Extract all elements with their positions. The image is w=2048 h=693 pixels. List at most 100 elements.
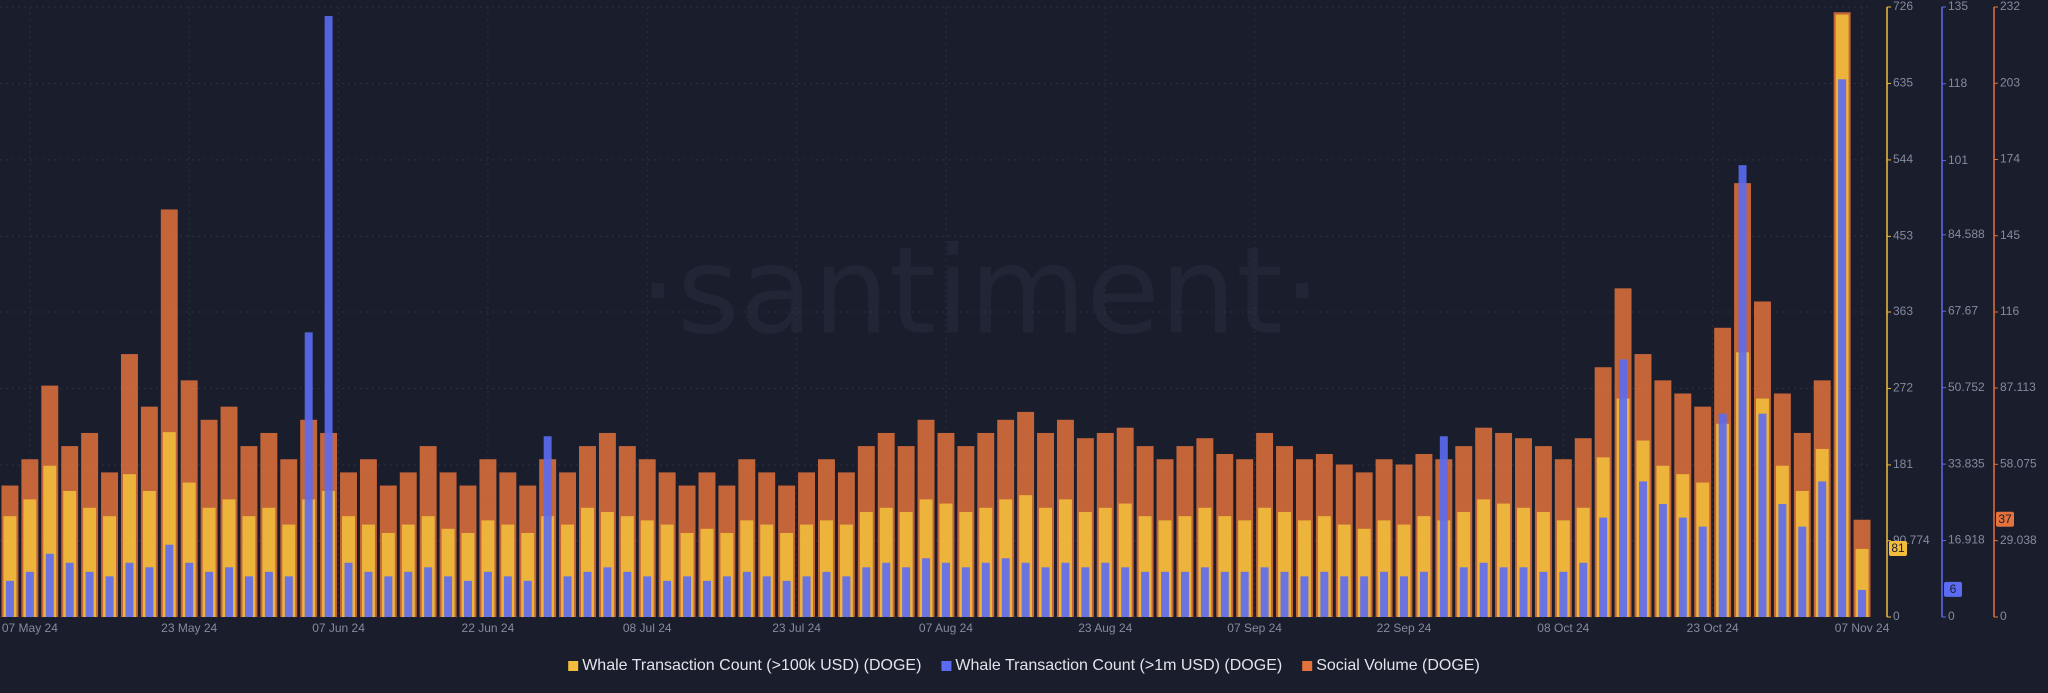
- bar: [1121, 567, 1130, 617]
- x-tick-label: 23 May 24: [161, 621, 217, 635]
- y-tick-label: 87.113: [2000, 380, 2036, 394]
- x-tick-label: 07 Nov 24: [1835, 621, 1890, 635]
- bar: [205, 571, 214, 617]
- y-tick-label: 232: [2000, 0, 2020, 13]
- x-tick-label: 07 Aug 24: [919, 621, 973, 635]
- bar: [1101, 562, 1110, 617]
- bar: [225, 567, 234, 617]
- y-tick-label: 0: [1893, 609, 1900, 623]
- x-tick-label: 22 Jun 24: [462, 621, 515, 635]
- x-tick-label: 07 Sep 24: [1227, 621, 1282, 635]
- bar: [404, 571, 413, 617]
- bar: [1061, 562, 1070, 617]
- bar: [1180, 571, 1189, 617]
- bar: [185, 562, 194, 617]
- bar: [284, 576, 293, 617]
- bar: [1280, 571, 1289, 617]
- y-tick-label: 116: [2000, 304, 2019, 318]
- legend-swatch: [941, 661, 952, 671]
- y-tick-label: 29.038: [2000, 533, 2037, 547]
- bar: [1041, 567, 1050, 617]
- bar: [384, 576, 393, 617]
- bar: [1619, 359, 1628, 617]
- bar: [1838, 79, 1847, 618]
- legend-swatch: [568, 661, 579, 671]
- y-tick-label: 84.588: [1948, 227, 1985, 241]
- y-tick-label: 453: [1893, 229, 1913, 243]
- y-tick-label: 363: [1893, 304, 1913, 318]
- x-tick-label: 23 Jul 24: [772, 621, 821, 635]
- bar: [1479, 562, 1488, 617]
- bar: [244, 576, 253, 617]
- bar: [344, 562, 353, 617]
- bar: [5, 580, 14, 617]
- bar: [1798, 526, 1807, 617]
- bar: [1459, 567, 1468, 617]
- legend-label: Whale Transaction Count (>1m USD) (DOGE): [955, 657, 1282, 674]
- bar: [1718, 413, 1727, 617]
- bar: [902, 567, 911, 617]
- bar: [1220, 571, 1229, 617]
- y-tick-label: 203: [2000, 75, 2020, 89]
- bar: [981, 562, 990, 617]
- bar: [1658, 504, 1667, 617]
- bar: [1200, 567, 1209, 617]
- bar: [1579, 562, 1588, 617]
- x-tick-label: 23 Aug 24: [1078, 621, 1132, 635]
- y-tick-label: 67.67: [1948, 303, 1978, 317]
- y-tick-label: 118: [1948, 76, 1967, 90]
- bar: [1698, 526, 1707, 617]
- bar: [742, 571, 751, 617]
- bar: [464, 580, 472, 617]
- bar: [424, 567, 433, 617]
- bar: [1778, 504, 1787, 617]
- bar: [25, 571, 34, 617]
- bar: [802, 576, 811, 617]
- bar: [1419, 571, 1428, 617]
- y-tick-label: 16.918: [1948, 533, 1985, 547]
- bar: [1320, 571, 1329, 617]
- current-value-label: 81: [1891, 541, 1905, 555]
- bar: [822, 571, 831, 617]
- bar: [1599, 517, 1608, 617]
- bar: [603, 567, 612, 617]
- x-tick-label: 23 Oct 24: [1687, 621, 1739, 635]
- bar: [1161, 571, 1170, 617]
- bar: [324, 16, 333, 617]
- bar: [65, 562, 74, 617]
- bar: [1300, 576, 1309, 617]
- current-value-label: 6: [1950, 582, 1957, 596]
- bar: [1539, 571, 1548, 617]
- bar: [1081, 567, 1090, 617]
- bar: [922, 558, 931, 617]
- bar: [782, 580, 791, 617]
- bar: [264, 571, 273, 617]
- y-tick-label: 58.075: [2000, 456, 2037, 470]
- bar: [583, 571, 592, 617]
- bar: [1400, 576, 1408, 617]
- bar: [105, 576, 114, 617]
- x-tick-label: 08 Oct 24: [1537, 621, 1589, 635]
- current-value-badge: [1889, 540, 1907, 556]
- bar: [643, 576, 652, 617]
- bar: [1360, 576, 1369, 617]
- y-tick-label: 101: [1948, 153, 1968, 167]
- y-tick-label: 0: [2000, 609, 2007, 623]
- y-tick-label: 0: [1948, 609, 1955, 623]
- bar: [1001, 558, 1010, 617]
- bar: [483, 571, 492, 617]
- x-tick-label: 07 Jun 24: [312, 621, 365, 635]
- x-tick-label: 07 May 24: [2, 621, 58, 635]
- bar: [1380, 571, 1389, 617]
- bar: [941, 562, 950, 617]
- bar: [862, 567, 871, 617]
- bar: [1678, 517, 1687, 617]
- bar: [503, 576, 512, 617]
- bar: [663, 580, 672, 617]
- bar: [1141, 571, 1150, 617]
- bar: [722, 576, 731, 617]
- y-tick-label: 33.835: [1948, 456, 1985, 470]
